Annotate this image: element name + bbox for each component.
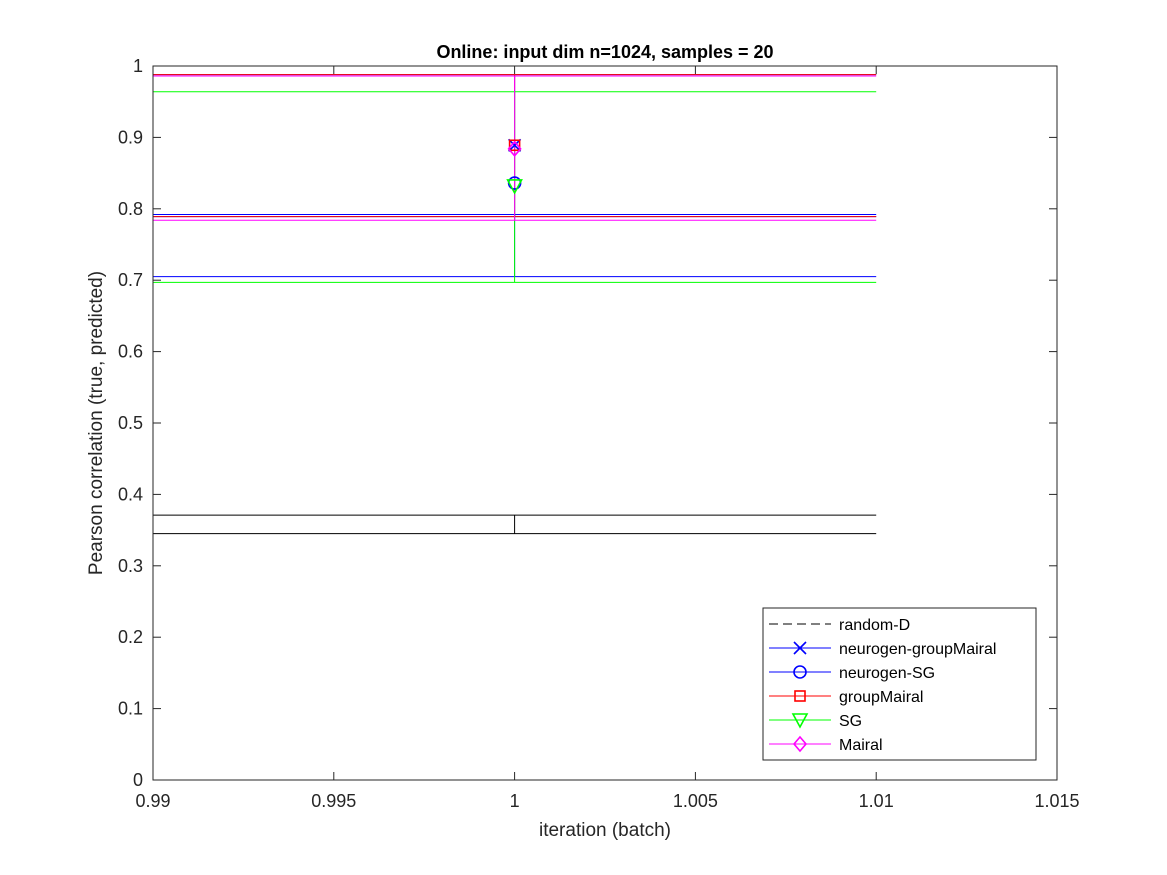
- y-tick-label: 0.6: [118, 342, 143, 362]
- legend-label: groupMairal: [839, 689, 923, 706]
- legend-label: random-D: [839, 617, 910, 634]
- legend: random-D neurogen-groupMairal neurogen-SG g…: [762, 607, 1037, 761]
- tick-layer: 0.99 0.995 1 1.005 1.01 1.015 0 0.1 0.2 0.3 0.4 0.5…: [118, 56, 1080, 811]
- y-tick-label: 0.1: [118, 699, 143, 719]
- y-tick-label: 0.8: [118, 199, 143, 219]
- x-axis-label: iteration (batch): [539, 820, 671, 841]
- y-axis-label: Pearson correlation (true, predicted): [86, 271, 107, 575]
- x-tick-label: 1: [510, 791, 520, 811]
- y-tick-label: 0: [133, 770, 143, 790]
- y-tick-label: 0.4: [118, 484, 143, 504]
- y-tick-label: 1: [133, 56, 143, 76]
- legend-marker: [794, 690, 806, 702]
- x-tick-label: 1.015: [1034, 791, 1079, 811]
- legend-marker: [793, 665, 807, 679]
- x-tick-label: 0.995: [311, 791, 356, 811]
- data-point: [508, 138, 522, 152]
- legend-marker: [793, 641, 807, 655]
- marker-layer: [506, 138, 523, 195]
- chart-title: Online: input dim n=1024, samples = 20: [436, 42, 773, 62]
- legend-label: Mairal: [839, 737, 883, 754]
- y-tick-label: 0.7: [118, 270, 143, 290]
- legend-box: [762, 607, 1037, 761]
- legend-label: SG: [839, 713, 862, 730]
- x-tick-label: 1.005: [673, 791, 718, 811]
- x-tick-label: 0.99: [135, 791, 170, 811]
- y-tick-label: 0.3: [118, 556, 143, 576]
- y-tick-label: 0.9: [118, 127, 143, 147]
- legend-marker: [791, 713, 809, 729]
- data-point: [507, 140, 522, 158]
- y-tick-label: 0.2: [118, 627, 143, 647]
- data-point: [506, 179, 523, 195]
- legend-label: neurogen-groupMairal: [839, 641, 996, 658]
- legend-marker: [792, 735, 808, 753]
- legend-label: neurogen-SG: [839, 665, 935, 682]
- data-point: [508, 139, 521, 152]
- y-tick-label: 0.5: [118, 413, 143, 433]
- x-tick-label: 1.01: [859, 791, 894, 811]
